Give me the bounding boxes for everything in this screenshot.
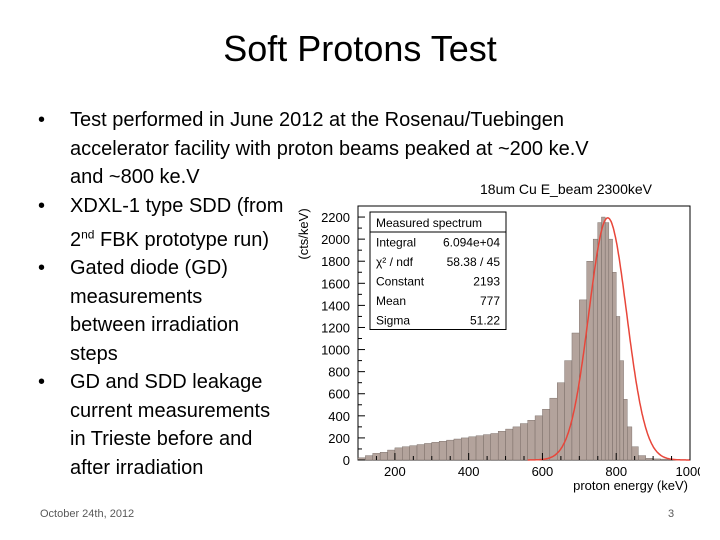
chart-title: 18um Cu E_beam 2300keV <box>480 181 653 197</box>
histogram-bar <box>497 431 506 461</box>
histogram-bar <box>660 458 669 461</box>
bullet-item: • Test performed in June 2012 at the Rose… <box>38 106 678 192</box>
bullet-dot: • <box>38 257 46 280</box>
histogram-bar <box>520 423 528 461</box>
histogram-bar <box>627 426 633 461</box>
histogram-bar <box>461 437 469 461</box>
x-tick-label: 800 <box>605 464 627 479</box>
histogram-bar <box>505 428 514 461</box>
histogram-bar <box>549 397 558 461</box>
stats-value: 58.38 / 45 <box>447 255 501 269</box>
histogram-bar <box>365 455 373 461</box>
y-axis-label: (cts/keV) <box>296 208 311 259</box>
stats-title: Measured spectrum <box>376 216 482 230</box>
histogram-bar <box>542 408 551 461</box>
fit-curve <box>527 217 690 461</box>
stats-label: χ² / ndf <box>376 255 414 269</box>
histogram-bar <box>424 443 432 461</box>
histogram-bar <box>597 222 602 461</box>
x-tick-label: 600 <box>532 464 554 479</box>
histogram-bar <box>571 332 580 461</box>
bullet-text: Test performed in June 2012 at the Rosen… <box>70 109 589 188</box>
histogram-bar <box>475 435 484 461</box>
histogram-bar <box>402 446 410 461</box>
spectrum-chart: 18um Cu E_beam 2300keV (cts/keV) proton … <box>296 181 700 493</box>
histogram-bar <box>468 436 477 461</box>
histogram-bar <box>616 316 621 461</box>
histogram-bar <box>416 444 425 461</box>
stats-label: Constant <box>376 275 425 289</box>
bullet-item: • GD and SDD leakage current measurements i… <box>38 368 678 482</box>
y-tick-label: 400 <box>328 409 350 424</box>
histogram-bar <box>612 272 617 461</box>
bullet-text: Gated diode (GD) measurements between irra… <box>70 257 239 365</box>
histogram-bar <box>604 222 610 461</box>
bullet-list: • Test performed in June 2012 at the Rose… <box>38 106 678 482</box>
x-tick-label: 1000 <box>676 464 700 479</box>
y-tick-label: 1000 <box>321 343 350 358</box>
stats-label: Mean <box>376 294 406 308</box>
stats-label: Integral <box>376 236 416 250</box>
x-axis-label: proton energy (keV) <box>573 478 688 493</box>
page-number: 3 <box>668 508 675 520</box>
footer-date: October 24th, 2012 <box>40 508 135 520</box>
y-tick-label: 1400 <box>321 298 350 313</box>
histogram-bar <box>564 360 573 461</box>
y-tick-label: 2200 <box>321 210 350 225</box>
histogram-bar <box>438 441 447 461</box>
y-tick-label: 1800 <box>321 254 350 269</box>
y-tick-label: 600 <box>328 387 350 402</box>
histogram-bar <box>394 447 403 461</box>
slide-title: Soft Protons Test <box>223 28 497 69</box>
histogram-bar <box>490 433 499 461</box>
stats-value: 777 <box>480 294 500 308</box>
y-tick-label: 1200 <box>321 320 350 335</box>
y-tick-label: 800 <box>328 365 350 380</box>
histogram-bar <box>387 449 396 461</box>
stats-value: 51.22 <box>470 314 500 328</box>
histogram-bar <box>601 216 606 461</box>
y-tick-label: 1600 <box>321 276 350 291</box>
histogram-bar <box>453 438 462 461</box>
histogram-bar <box>379 452 388 461</box>
stats-value: 6.094e+04 <box>443 236 500 250</box>
histogram-bar <box>431 442 440 461</box>
histogram-bar <box>608 238 613 461</box>
histogram-bar <box>527 420 536 461</box>
histogram-bar <box>534 415 543 461</box>
y-tick-label: 0 <box>343 453 350 468</box>
histogram-bar <box>652 458 661 461</box>
bullet-text: XDXL-1 type SDD (from 2nd FBK prototype r… <box>70 194 284 251</box>
histogram-bar <box>645 458 654 461</box>
histogram-bar <box>579 299 587 461</box>
bullet-item: • XDXL-1 type SDD (from 2nd FBK prototype … <box>38 192 678 255</box>
histogram-bar <box>623 399 628 461</box>
x-tick-label: 400 <box>458 464 480 479</box>
stats-label: Sigma <box>376 314 410 328</box>
bullet-text: GD and SDD leakage current measurements in… <box>70 371 271 479</box>
bullet-dot: • <box>38 109 46 131</box>
bullet-dot: • <box>38 194 46 217</box>
histogram-bar <box>512 426 521 461</box>
histogram-bar <box>619 360 624 461</box>
y-tick-label: 2000 <box>321 232 350 247</box>
y-tick-label: 200 <box>328 431 350 446</box>
histogram-bar <box>638 455 646 461</box>
bullet-item: • Gated diode (GD) measurements between irr… <box>38 254 678 368</box>
bullet-dot: • <box>38 371 46 394</box>
stats-value: 2193 <box>473 275 500 289</box>
x-tick-label: 200 <box>384 464 406 479</box>
